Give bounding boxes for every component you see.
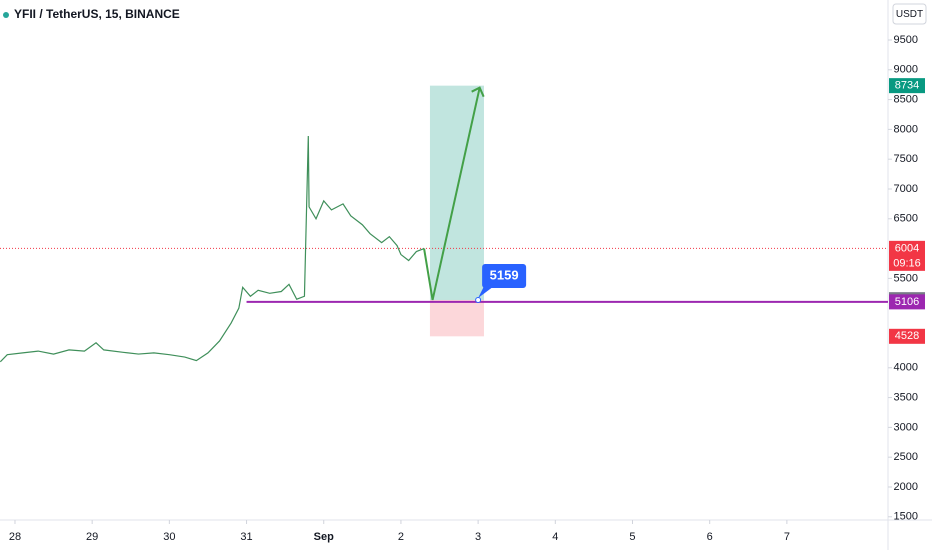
y-tick-label: 6500	[894, 213, 918, 225]
price-badge-label: 5106	[895, 296, 919, 308]
price-badge	[889, 294, 925, 310]
y-tick-label: 3000	[894, 421, 918, 433]
arrow-head	[471, 86, 485, 98]
x-tick-label: 5	[629, 531, 635, 543]
x-tick-label: 3	[475, 531, 481, 543]
currency-label: USDT	[896, 9, 923, 20]
x-tick-label: 30	[163, 531, 175, 543]
price-badge-label: 4528	[895, 330, 919, 342]
x-tick-label: 4	[552, 531, 558, 543]
position-label-box	[482, 263, 527, 288]
currency-box[interactable]	[892, 3, 927, 25]
price-line	[0, 135, 425, 363]
x-tick-label: 7	[784, 531, 790, 543]
price-badge	[889, 78, 925, 94]
y-tick-label: 2000	[894, 481, 918, 493]
y-tick-label: 4000	[894, 362, 918, 374]
chart-title: YFII / TetherUS, 15, BINANCE	[14, 7, 180, 21]
y-tick-label: 5500	[894, 272, 918, 284]
y-tick-label: 8500	[894, 93, 918, 105]
y-tick-label: 3500	[894, 391, 918, 403]
price-badge	[889, 328, 925, 344]
label-pointer	[478, 285, 495, 298]
y-tick-label: 2500	[894, 451, 918, 463]
y-tick-label: 9500	[894, 34, 918, 46]
stop-zone	[429, 299, 484, 337]
x-tick-label: Sep	[314, 531, 334, 543]
price-badge-label: 6004	[895, 242, 919, 254]
x-tick-label: 28	[9, 531, 21, 543]
y-tick-label: 8000	[894, 123, 918, 135]
anchor-dot	[475, 296, 482, 303]
y-tick-label: 1500	[894, 511, 918, 523]
x-tick-label: 31	[240, 531, 252, 543]
x-tick-label: 6	[707, 531, 713, 543]
price-badge-sublabel: 09:16	[893, 257, 921, 269]
price-badge-label: 8734	[895, 80, 919, 92]
y-tick-label: 9000	[894, 64, 918, 76]
x-tick-label: 29	[86, 531, 98, 543]
price-badge	[889, 240, 925, 271]
status-dot	[3, 12, 9, 18]
y-tick-label: 7500	[894, 153, 918, 165]
x-tick-label: 2	[398, 531, 404, 543]
y-tick-label: 7000	[894, 183, 918, 195]
arrow-drawing	[423, 87, 481, 301]
position-label: 5159	[490, 267, 519, 282]
